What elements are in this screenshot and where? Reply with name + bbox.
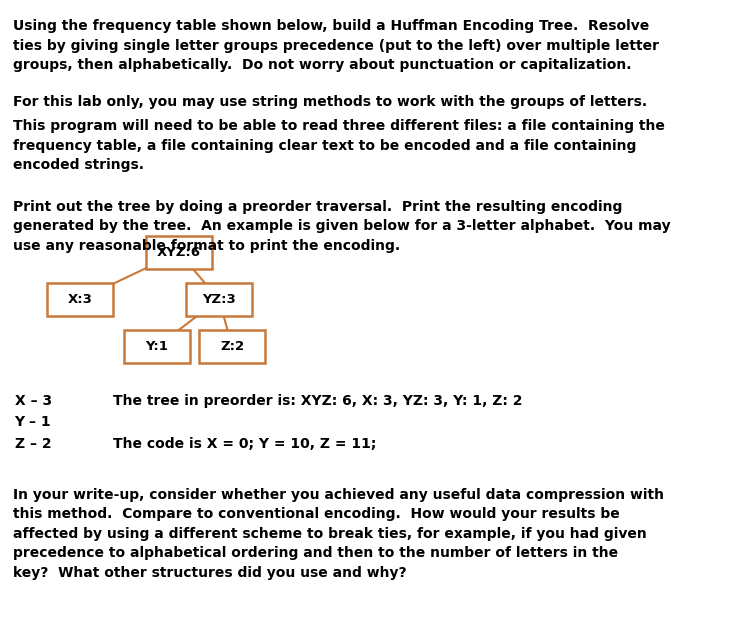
Text: Y:1: Y:1 [145,340,169,353]
Text: XYZ:6: XYZ:6 [157,246,201,259]
Text: Y – 1: Y – 1 [15,415,51,430]
Text: Z:2: Z:2 [220,340,245,353]
Text: This program will need to be able to read three different files: a file containi: This program will need to be able to rea… [13,119,665,172]
FancyBboxPatch shape [186,283,252,316]
Text: The code is X = 0; Y = 10, Z = 11;: The code is X = 0; Y = 10, Z = 11; [113,437,377,451]
FancyBboxPatch shape [124,330,190,363]
Text: X – 3: X – 3 [15,394,52,408]
Text: Z – 2: Z – 2 [15,437,51,451]
FancyBboxPatch shape [47,283,113,316]
Text: For this lab only, you may use string methods to work with the groups of letters: For this lab only, you may use string me… [13,95,648,109]
Text: X:3: X:3 [68,293,93,306]
Text: YZ:3: YZ:3 [202,293,236,306]
Text: In your write-up, consider whether you achieved any useful data compression with: In your write-up, consider whether you a… [13,488,664,580]
Text: Print out the tree by doing a preorder traversal.  Print the resulting encoding
: Print out the tree by doing a preorder t… [13,200,671,252]
Text: Using the frequency table shown below, build a Huffman Encoding Tree.  Resolve
t: Using the frequency table shown below, b… [13,19,659,72]
FancyBboxPatch shape [199,330,265,363]
FancyBboxPatch shape [146,236,212,269]
Text: The tree in preorder is: XYZ: 6, X: 3, YZ: 3, Y: 1, Z: 2: The tree in preorder is: XYZ: 6, X: 3, Y… [113,394,523,408]
